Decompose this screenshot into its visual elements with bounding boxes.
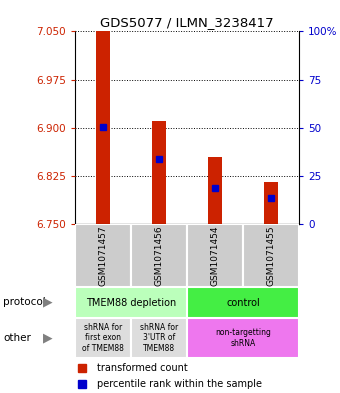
Text: non-targetting
shRNA: non-targetting shRNA [215, 328, 271, 348]
Text: transformed count: transformed count [97, 362, 188, 373]
Bar [208, 156, 222, 224]
Bar [75, 287, 187, 318]
Bar [264, 182, 278, 224]
Text: GSM1071456: GSM1071456 [154, 225, 164, 286]
Bar [75, 318, 131, 358]
Text: GSM1071457: GSM1071457 [98, 225, 107, 286]
Text: TMEM88 depletion: TMEM88 depletion [86, 298, 176, 308]
Text: ▶: ▶ [43, 296, 53, 309]
Text: GSM1071454: GSM1071454 [210, 225, 220, 286]
Text: shRNA for
3'UTR of
TMEM88: shRNA for 3'UTR of TMEM88 [140, 323, 178, 353]
Bar [243, 224, 299, 287]
Text: percentile rank within the sample: percentile rank within the sample [97, 379, 262, 389]
Bar [187, 224, 243, 287]
Bar [187, 318, 299, 358]
Text: other: other [3, 332, 31, 343]
Text: protocol: protocol [3, 297, 46, 307]
Title: GDS5077 / ILMN_3238417: GDS5077 / ILMN_3238417 [100, 16, 274, 29]
Bar [131, 224, 187, 287]
Bar [96, 31, 110, 224]
Text: GSM1071455: GSM1071455 [267, 225, 276, 286]
Bar [187, 287, 299, 318]
Bar [75, 224, 131, 287]
Text: shRNA for
first exon
of TMEM88: shRNA for first exon of TMEM88 [82, 323, 124, 353]
Text: ▶: ▶ [43, 331, 53, 344]
Bar [131, 318, 187, 358]
Text: control: control [226, 298, 260, 308]
Bar [152, 121, 166, 224]
